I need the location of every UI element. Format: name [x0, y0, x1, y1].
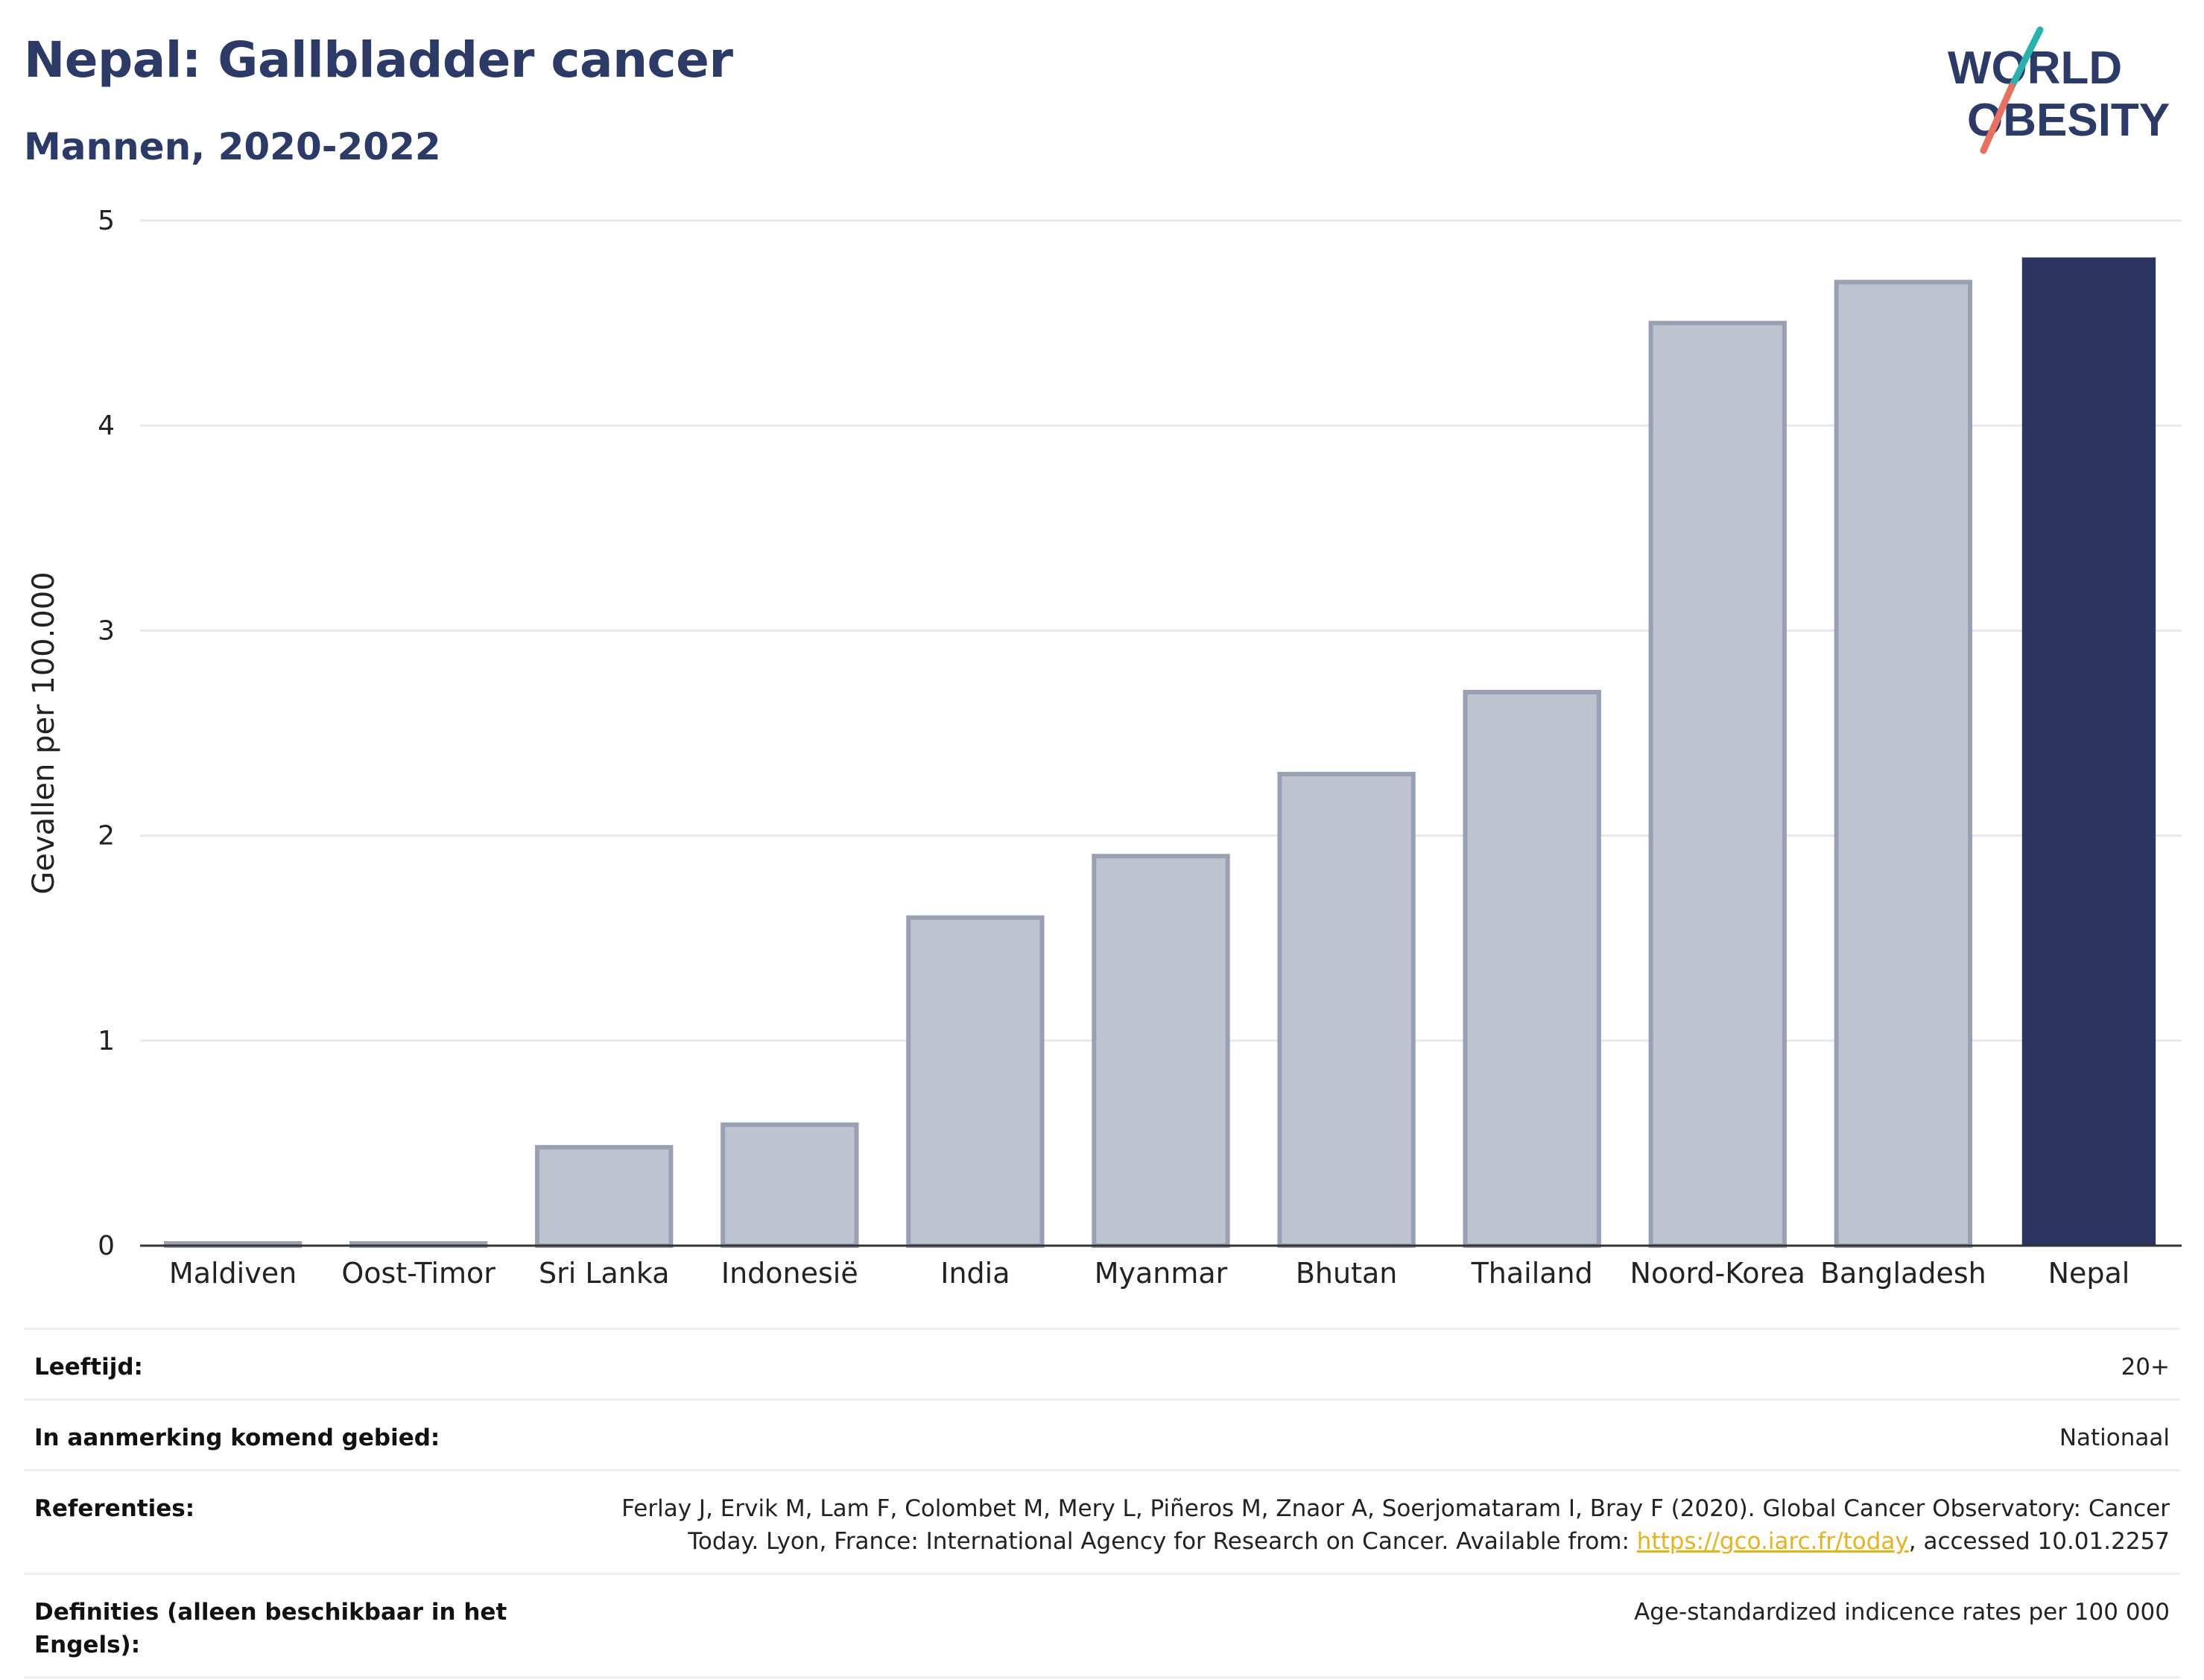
x-tick-label: Nepal: [2048, 1257, 2130, 1290]
bar: [906, 915, 1045, 1248]
bar: [1648, 320, 1787, 1249]
y-tick-label: 0: [98, 1231, 115, 1261]
y-tick-label: 2: [98, 821, 115, 852]
x-tick-label: Noord-Korea: [1630, 1257, 1805, 1290]
info-row-definitions: Definities (alleen beschikbaar in het En…: [24, 1573, 2180, 1679]
y-axis-label: Gevallen per 100.000: [27, 571, 61, 894]
page-title: Nepal: Gallbladder cancer: [24, 31, 733, 89]
bar-chart: 0 1 2 3 4 5 Maldiven Oost-Timor Sri Lanka Indones…: [27, 206, 2182, 1290]
area-label: In aanmerking komend gebied:: [34, 1424, 440, 1451]
references-accessed: , accessed 10.01.2257: [1908, 1528, 2170, 1555]
bar: [1463, 689, 1601, 1248]
x-tick-label: Myanmar: [1095, 1257, 1228, 1290]
logo-line-1: WORLD: [1948, 42, 2122, 94]
x-tick-label: Indonesië: [721, 1257, 858, 1290]
x-tick-label: Maldiven: [169, 1257, 297, 1290]
area-value: Nationaal: [2059, 1424, 2170, 1451]
definitions-label: Definities (alleen beschikbaar in het En…: [34, 1599, 507, 1658]
y-tick-label: 4: [98, 411, 115, 441]
bar: [1834, 279, 1973, 1248]
x-tick-label: India: [940, 1257, 1010, 1290]
bar: [1092, 854, 1230, 1248]
definitions-value: Age-standardized indicence rates per 100…: [1634, 1599, 2170, 1626]
x-tick-label: Sri Lanka: [539, 1257, 670, 1290]
bar: [2021, 257, 2156, 1246]
bar: [721, 1122, 859, 1248]
references-value: Ferlay J, Ervik M, Lam F, Colombet M, Me…: [605, 1492, 2170, 1558]
references-link[interactable]: https://gco.iarc.fr/today: [1636, 1528, 1909, 1555]
x-tick-label: Oost-Timor: [341, 1257, 495, 1290]
references-label: Referenties:: [34, 1495, 195, 1522]
x-tick-label: Bangladesh: [1820, 1257, 1986, 1290]
references-text: Ferlay J, Ervik M, Lam F, Colombet M, Me…: [621, 1495, 2170, 1555]
bar: [535, 1144, 674, 1249]
info-row-age: Leeftijd: 20+: [24, 1328, 2180, 1398]
logo-slash-teal: [2008, 26, 2044, 90]
age-label: Leeftijd:: [34, 1354, 143, 1381]
y-tick-label: 3: [98, 615, 115, 646]
info-row-area: In aanmerking komend gebied: Nationaal: [24, 1398, 2180, 1469]
bar: [1277, 772, 1416, 1248]
logo-slash-coral: [1980, 83, 2015, 154]
age-value: 20+: [2121, 1354, 2170, 1381]
y-tick-label: 1: [98, 1026, 115, 1056]
world-obesity-logo: WORLD OBESITY: [1948, 26, 2170, 154]
x-tick-label: Bhutan: [1296, 1257, 1398, 1290]
x-tick-label: Thailand: [1471, 1257, 1593, 1290]
y-tick-label: 5: [98, 206, 115, 236]
info-row-references: Referenties: Ferlay J, Ervik M, Lam F, C…: [24, 1469, 2180, 1573]
info-table: Leeftijd: 20+ In aanmerking komend gebie…: [24, 1328, 2180, 1679]
page-subtitle: Mannen, 2020-2022: [24, 125, 441, 168]
